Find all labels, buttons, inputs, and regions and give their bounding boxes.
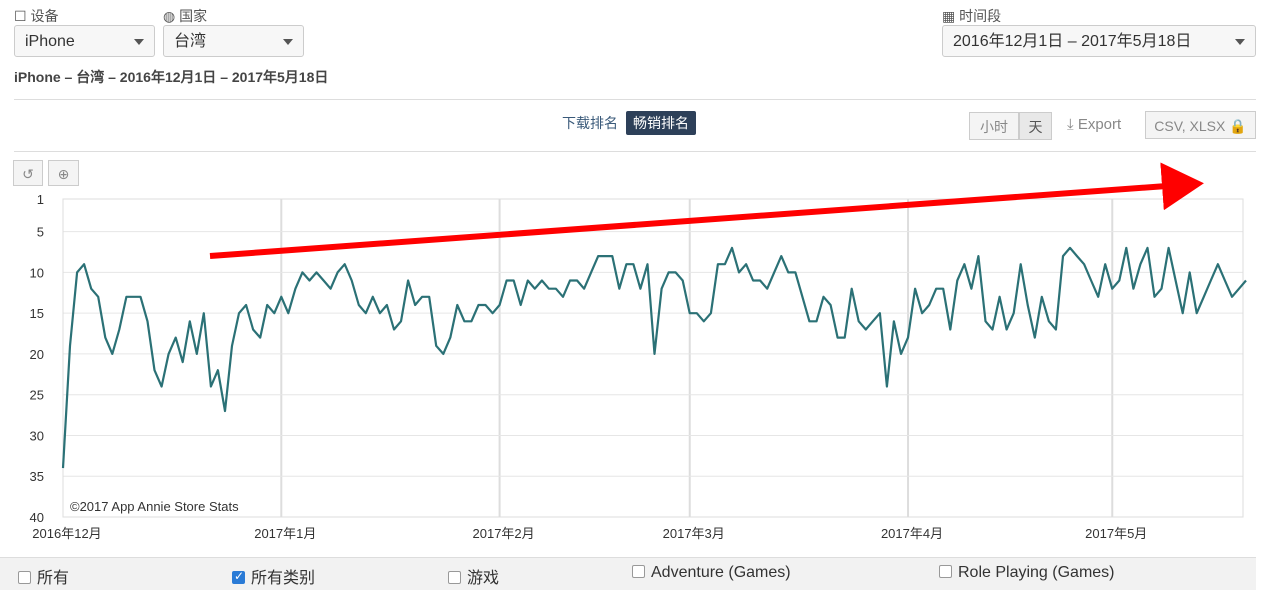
filter[interactable]: 游戏 — [448, 564, 499, 588]
format-button[interactable]: CSV, XLSX 🔒 — [1145, 111, 1256, 139]
divider — [14, 99, 1256, 100]
filter-label: 游戏 — [467, 570, 500, 587]
checkbox[interactable] — [939, 565, 952, 578]
period-label: ▦ 时间段 — [942, 8, 1002, 24]
filter[interactable]: Adventure (Games) — [632, 564, 791, 582]
tab[interactable]: 畅销排名 — [626, 111, 696, 135]
zoom-button[interactable]: ⊕ — [48, 160, 79, 186]
trend-arrow — [209, 162, 1204, 259]
filter[interactable]: ✓ 所有类别 — [232, 564, 315, 588]
summary: iPhone – 台湾 – 2016年12月1日 – 2017年5月18日 — [14, 69, 329, 85]
x-tick-label: 2017年2月 — [473, 526, 535, 541]
filter[interactable]: Role Playing (Games) — [939, 564, 1115, 582]
country-select[interactable]: 台湾 — [163, 25, 304, 57]
filter[interactable]: 所有 — [18, 564, 69, 588]
check-mark: ✓ — [234, 569, 245, 583]
checkbox[interactable]: ✓ — [232, 569, 245, 584]
y-tick-label: 30 — [30, 428, 44, 443]
checkbox[interactable] — [448, 571, 461, 584]
x-tick-label: 2017年1月 — [254, 526, 316, 541]
y-tick-label: 5 — [37, 225, 44, 240]
filter-label: Role Playing (Games) — [958, 564, 1115, 581]
device-label-text: 设备 — [30, 8, 59, 24]
checkbox[interactable] — [632, 565, 645, 578]
granularity-button[interactable]: 小时 — [969, 112, 1019, 140]
reset-button[interactable]: ↺ — [13, 160, 43, 186]
checkbox[interactable] — [18, 571, 31, 584]
filter-label: 所有 — [37, 570, 70, 587]
y-tick-label: 10 — [30, 265, 44, 280]
tab[interactable]: 下载排名 — [562, 115, 618, 131]
y-tick-label: 25 — [30, 388, 44, 403]
plot-area — [62, 198, 1244, 518]
filter-label: Adventure (Games) — [651, 564, 791, 581]
period-select[interactable]: 2016年12月1日 – 2017年5月18日 — [942, 25, 1256, 57]
filter-bar: 所有 ✓ 所有类别 游戏 Adventure (Games) Role Playing (… — [0, 557, 1256, 590]
y-tick-label: 15 — [30, 306, 44, 321]
divider — [14, 151, 1256, 152]
country-label: ◍ 国家 — [163, 8, 208, 24]
granularity-button[interactable]: 天 — [1019, 112, 1052, 140]
device-label: ☐ 设备 — [14, 8, 59, 24]
export-text: Export — [1077, 116, 1122, 133]
y-tick-label: 40 — [30, 510, 44, 525]
x-tick-label: 2017年3月 — [663, 526, 725, 541]
y-tick-label: 20 — [30, 347, 44, 362]
series-line — [61, 246, 1247, 469]
device-select[interactable]: iPhone — [14, 25, 155, 57]
y-tick-label: 1 — [37, 192, 44, 207]
period-label-text: 时间段 — [959, 8, 1002, 24]
format-text: CSV, XLSX — [1154, 118, 1226, 134]
granularity: 小时天 — [969, 112, 1052, 140]
tabs: 下载排名 畅销排名 — [560, 111, 696, 135]
annotation: ©2017 App Annie Store Stats — [70, 499, 239, 514]
x-tick-label: 2017年4月 — [881, 526, 943, 541]
y-tick-label: 35 — [30, 469, 44, 484]
country-label-text: 国家 — [179, 8, 208, 24]
filter-label: 所有类别 — [251, 570, 316, 587]
export[interactable]: ⤓ Export — [1067, 116, 1122, 133]
x-tick-label: 2017年5月 — [1085, 526, 1147, 541]
x-tick-label: 2016年12月 — [32, 526, 101, 541]
